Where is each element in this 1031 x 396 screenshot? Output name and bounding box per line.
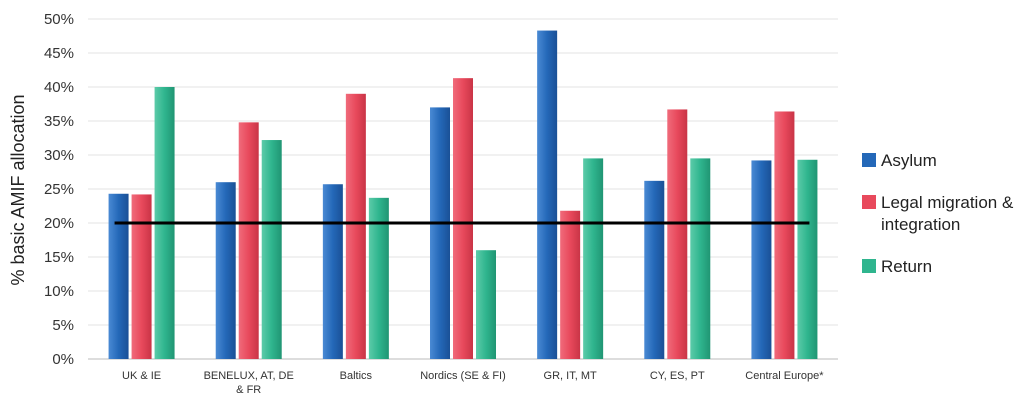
bar-legal-migration-integration xyxy=(667,109,688,359)
bar-legal-migration-integration xyxy=(453,78,473,359)
legend-label-legal-migration: Legal migration & integration xyxy=(881,193,1014,234)
bar-return xyxy=(583,158,604,359)
legend-item-return: Return xyxy=(862,256,1030,278)
y-tick-label: 5% xyxy=(52,317,74,334)
bar-return xyxy=(261,140,282,359)
x-tick-label: Central Europe* xyxy=(745,370,824,382)
x-tick-label: UK & IE xyxy=(122,370,161,382)
y-tick-label: 20% xyxy=(44,215,74,232)
y-tick-label: 50% xyxy=(44,11,74,28)
y-tick-label: 40% xyxy=(44,79,74,96)
legend-item-legal-migration: Legal migration & integration xyxy=(862,192,1030,236)
legend: Asylum Legal migration & integration Ret… xyxy=(862,150,1030,298)
legend-label-return: Return xyxy=(881,257,933,276)
y-tick-label: 10% xyxy=(44,283,74,300)
bar-asylum xyxy=(751,160,772,359)
bar-asylum xyxy=(644,180,665,359)
bar-asylum xyxy=(322,184,343,359)
y-tick-label: 45% xyxy=(44,45,74,62)
x-tick-label: Nordics (SE & FI) xyxy=(420,370,506,382)
y-tick-label: 35% xyxy=(44,113,74,130)
y-tick-label: 25% xyxy=(44,181,74,198)
bar-return xyxy=(690,158,711,359)
x-tick-label: GR, IT, MT xyxy=(544,370,597,382)
y-tick-label: 15% xyxy=(44,249,74,266)
bar-return xyxy=(368,197,389,359)
y-tick-label: 30% xyxy=(44,147,74,164)
bar-legal-migration-integration xyxy=(238,122,259,359)
x-tick-label: CY, ES, PT xyxy=(650,370,705,382)
bar-return xyxy=(476,250,496,359)
y-tick-label: 0% xyxy=(52,351,74,368)
y-axis-label: % basic AMIF allocation xyxy=(8,94,28,285)
bar-legal-migration-integration xyxy=(131,194,152,359)
bar-legal-migration-integration xyxy=(774,111,795,359)
bar-asylum xyxy=(108,193,129,359)
legend-swatch-return xyxy=(862,259,876,273)
legend-swatch-asylum xyxy=(862,153,876,167)
x-tick-label: BENELUX, AT, DE & FR xyxy=(204,370,294,396)
legend-item-asylum: Asylum xyxy=(862,150,1030,172)
legend-swatch-legal-migration xyxy=(862,195,876,209)
bar-legal-migration-integration xyxy=(560,210,581,359)
bar-asylum xyxy=(537,30,558,360)
bar-asylum xyxy=(215,182,236,359)
bar-return xyxy=(797,159,818,359)
bar-asylum xyxy=(430,107,450,360)
x-tick-label: Baltics xyxy=(340,370,373,382)
bar-legal-migration-integration xyxy=(345,93,366,360)
legend-label-asylum: Asylum xyxy=(881,151,937,170)
